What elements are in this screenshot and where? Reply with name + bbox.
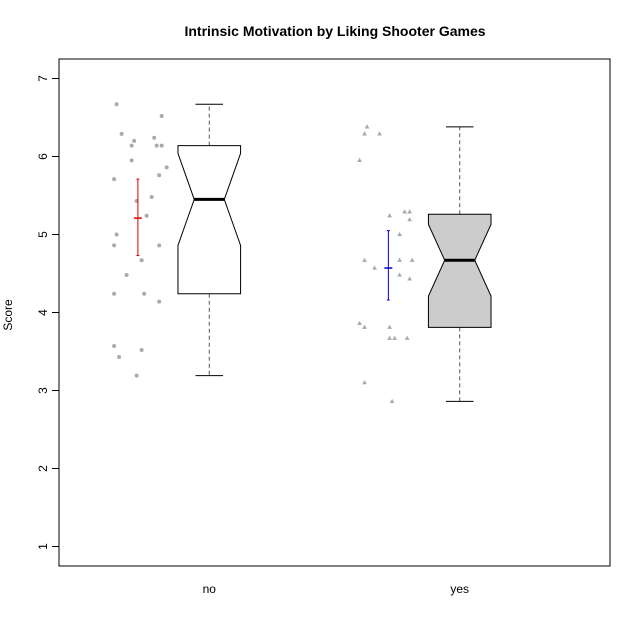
data-point (404, 335, 410, 340)
data-point (397, 231, 403, 237)
x-tick-label: no (203, 582, 217, 596)
y-axis: 1 2 3 4 5 6 7 (36, 75, 60, 550)
data-point (124, 273, 129, 278)
data-point (144, 213, 149, 218)
data-point (397, 272, 403, 277)
data-point (157, 299, 162, 304)
data-point (132, 138, 137, 143)
data-point (407, 276, 413, 281)
data-point (129, 143, 134, 148)
data-point (362, 257, 367, 262)
chart-marks (112, 102, 492, 404)
data-point (149, 195, 154, 200)
data-point (119, 131, 124, 136)
data-point (159, 143, 164, 148)
data-point (152, 135, 157, 140)
data-point (112, 243, 117, 248)
box-body (177, 145, 242, 295)
data-point (362, 131, 367, 136)
data-point (407, 217, 413, 222)
data-point (362, 324, 367, 329)
data-point (139, 347, 144, 352)
y-tick-label: 5 (36, 231, 50, 238)
data-point (117, 354, 122, 359)
mean-ci-no (133, 178, 142, 257)
data-point (164, 165, 169, 170)
data-point (357, 320, 362, 326)
data-point (159, 113, 164, 118)
chart-title: Intrinsic Motivation by Liking Shooter G… (184, 23, 485, 39)
x-axis: no yes (203, 582, 469, 596)
box-body (427, 213, 492, 328)
y-tick-label: 3 (36, 387, 50, 394)
y-axis-label: Score (1, 299, 15, 331)
data-point (157, 173, 162, 178)
data-point (372, 265, 377, 270)
data-point (397, 257, 403, 262)
data-point (377, 131, 382, 136)
data-point (387, 213, 392, 218)
data-point (392, 335, 398, 340)
points-no (112, 102, 169, 378)
data-point (387, 324, 392, 329)
data-point (139, 258, 144, 263)
data-point (407, 209, 413, 214)
points-yes (357, 124, 415, 404)
y-tick-label: 7 (36, 75, 50, 82)
data-point (154, 143, 159, 148)
data-point (402, 209, 408, 214)
mean-ci-yes (384, 230, 393, 301)
box-no (177, 103, 242, 377)
y-tick-label: 1 (36, 543, 50, 550)
y-tick-label: 4 (36, 309, 50, 316)
data-point (409, 257, 415, 262)
data-point (387, 335, 392, 340)
box-yes (427, 126, 492, 402)
data-point (134, 373, 139, 378)
x-tick-label: yes (450, 582, 469, 596)
data-point (112, 177, 117, 182)
data-point (112, 291, 117, 296)
data-point (364, 124, 370, 129)
data-point (362, 380, 367, 385)
data-point (357, 157, 362, 162)
data-point (114, 102, 119, 107)
data-point (112, 344, 117, 349)
y-tick-label: 2 (36, 465, 50, 472)
data-point (129, 158, 134, 163)
data-point (114, 232, 119, 237)
y-tick-label: 6 (36, 153, 50, 160)
data-point (157, 243, 162, 248)
plot-frame (58, 58, 611, 567)
data-point (142, 291, 147, 296)
data-point (389, 398, 395, 404)
